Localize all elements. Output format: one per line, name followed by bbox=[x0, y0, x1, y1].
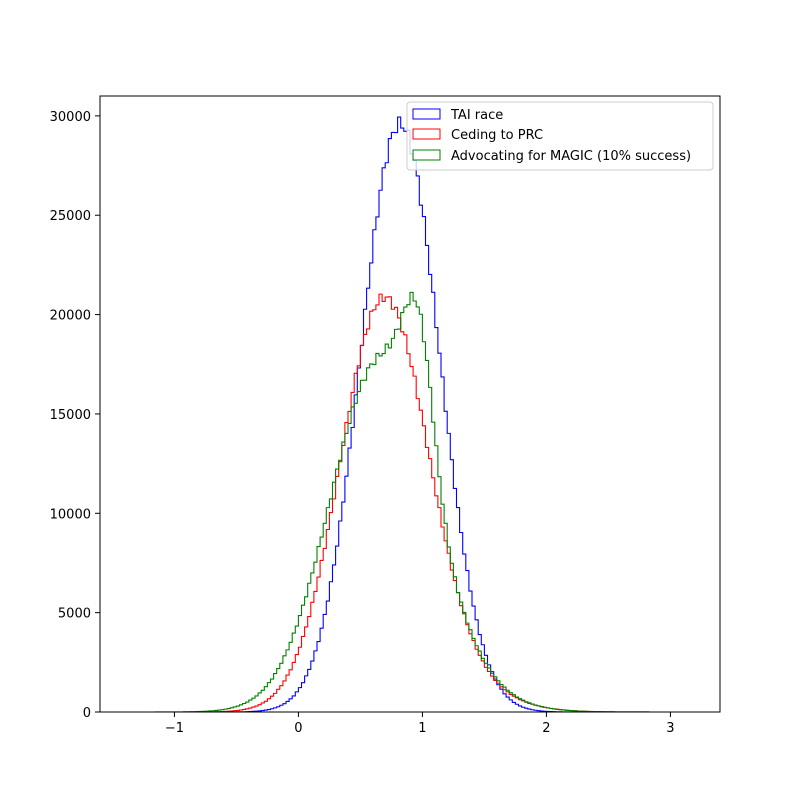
legend-swatch-tai-race bbox=[412, 108, 441, 120]
y-tick-label: 15000 bbox=[50, 408, 91, 423]
y-tick-label: 25000 bbox=[50, 209, 91, 224]
legend-label-tai-race: TAI race bbox=[450, 108, 503, 123]
x-axis: −1 0 1 2 3 bbox=[165, 712, 675, 736]
series-advocating-for-magic-10-success-histogram bbox=[124, 291, 696, 713]
legend: TAI race Ceding to PRC Advocating for MA… bbox=[406, 101, 714, 171]
x-tick-label: −1 bbox=[165, 721, 184, 736]
legend-box bbox=[406, 101, 714, 171]
x-tick-label: 1 bbox=[418, 721, 426, 736]
legend-label-advocating-for-magic: Advocating for MAGIC (10% success) bbox=[451, 149, 691, 164]
x-tick-label: 2 bbox=[542, 721, 550, 736]
axes-frame bbox=[99, 95, 721, 713]
legend-label-ceding-to-prc: Ceding to PRC bbox=[451, 128, 543, 143]
x-tick-label: 0 bbox=[294, 721, 302, 736]
legend-swatch-ceding-to-prc bbox=[412, 128, 441, 140]
y-tick-label: 30000 bbox=[50, 110, 91, 125]
y-tick-label: 20000 bbox=[50, 309, 91, 324]
y-tick-label: 0 bbox=[83, 706, 91, 721]
y-tick-label: 5000 bbox=[58, 607, 91, 622]
x-tick-label: 3 bbox=[666, 721, 674, 736]
legend-swatch-advocating-for-magic bbox=[412, 149, 441, 161]
y-tick-label: 10000 bbox=[50, 507, 91, 522]
y-axis: 0 5000 10000 15000 20000 25000 30000 bbox=[50, 110, 100, 721]
